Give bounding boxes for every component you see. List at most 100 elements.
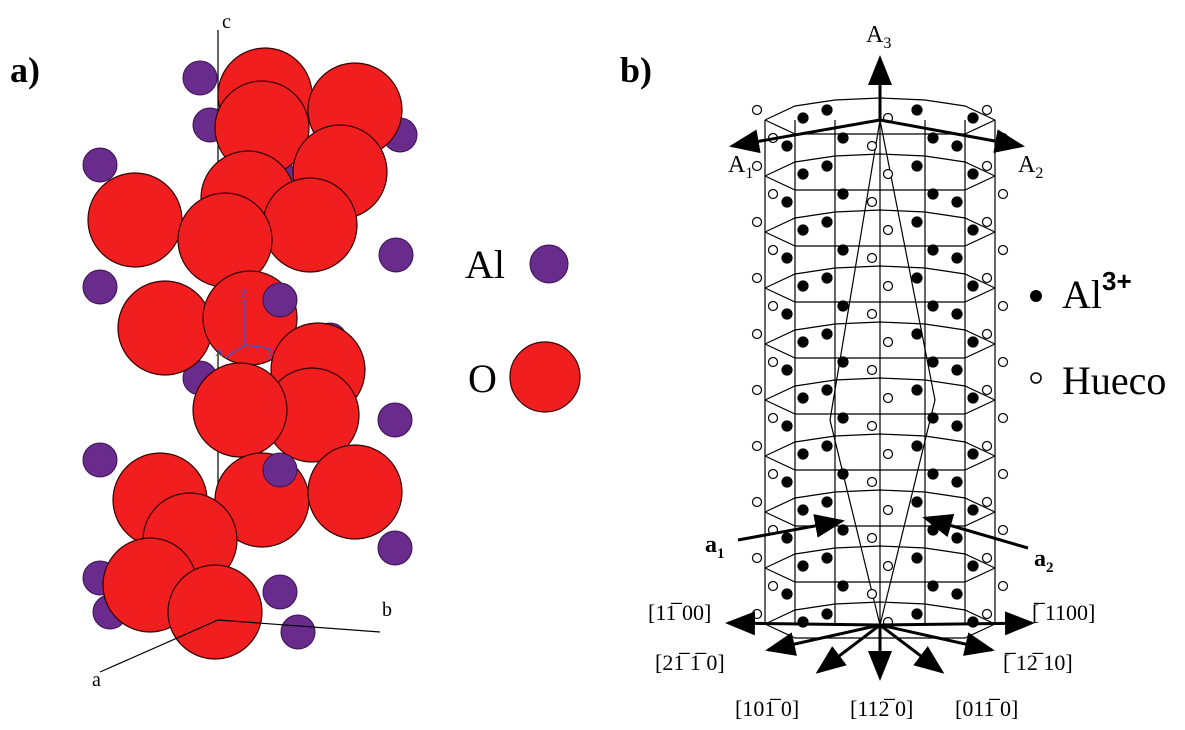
vacancy <box>983 610 992 619</box>
al-ion <box>782 421 792 431</box>
vector-sub: 1 <box>717 546 725 562</box>
vacancy <box>769 190 778 199</box>
vacancy <box>884 562 893 571</box>
vacancy <box>769 414 778 423</box>
al-ion <box>782 365 792 375</box>
vacancy <box>868 310 877 319</box>
axis-label: A1 <box>728 152 753 182</box>
vacancy <box>753 442 762 451</box>
panel-b: b) A3 A1 A2 a1 a2 Al3+ Hueco [11̅ 00] [̅… <box>620 22 1166 721</box>
vector-label: a2 <box>1034 546 1054 576</box>
vacancy <box>884 394 893 403</box>
axis-label: a <box>92 669 101 691</box>
legend-label: Al <box>465 242 505 287</box>
figure: a) c a b z x y Al O b) A3 A1 A2 a1 a2 Al… <box>0 0 1185 725</box>
panel-label: b) <box>620 50 652 90</box>
al-atom <box>263 575 297 609</box>
vector-base: a <box>705 532 717 558</box>
al-ion <box>912 273 922 283</box>
vacancy <box>983 554 992 563</box>
al-ion <box>928 581 938 591</box>
vacancy <box>868 142 877 151</box>
al-ion <box>928 189 938 199</box>
al-atom <box>83 443 117 477</box>
vacancy <box>753 162 762 171</box>
al-ion <box>782 141 792 151</box>
vacancy <box>884 450 893 459</box>
direction-label: [112̅ 0] <box>850 696 913 721</box>
al-ion <box>822 385 832 395</box>
vacancy <box>999 470 1008 479</box>
al-ion <box>782 477 792 487</box>
al-atom <box>378 403 412 437</box>
legend-swatch <box>510 342 580 412</box>
al-ion <box>968 505 978 515</box>
vacancy <box>753 498 762 507</box>
axis-sub: 2 <box>1035 165 1043 182</box>
al-ion <box>798 505 808 515</box>
legend-swatch <box>530 245 568 283</box>
al-ion <box>928 357 938 367</box>
vacancy <box>868 590 877 599</box>
legend-label: O <box>468 356 497 401</box>
vacancy <box>753 218 762 227</box>
al-ion <box>798 337 808 347</box>
vacancy <box>983 274 992 283</box>
al-ion <box>838 301 848 311</box>
al-ion <box>968 561 978 571</box>
vacancy <box>999 302 1008 311</box>
axis-label: x <box>215 340 224 360</box>
axis-label: z <box>240 282 248 302</box>
al-atom <box>83 148 117 182</box>
o-atom <box>168 565 262 659</box>
al-ion <box>798 449 808 459</box>
al-ion <box>912 441 922 451</box>
al-ion <box>822 273 832 283</box>
vacancy <box>983 386 992 395</box>
al-ion <box>838 357 848 367</box>
legend-swatch <box>1031 373 1041 383</box>
legend-sup: 3+ <box>1102 266 1132 296</box>
al-ion <box>798 561 808 571</box>
vacancy <box>769 582 778 591</box>
o-atom <box>193 363 287 457</box>
vector-label: a1 <box>705 532 725 562</box>
al-atom <box>263 453 297 487</box>
vacancy <box>884 506 893 515</box>
vacancy <box>884 282 893 291</box>
vacancy <box>999 414 1008 423</box>
al-ion <box>952 589 962 599</box>
axis-label: A2 <box>1018 152 1043 182</box>
vacancy <box>769 302 778 311</box>
vacancy <box>769 470 778 479</box>
vacancy <box>769 358 778 367</box>
al-ion <box>968 281 978 291</box>
al-ion <box>798 113 808 123</box>
al-ion <box>782 589 792 599</box>
axis-label: b <box>382 599 392 621</box>
vacancy <box>884 338 893 347</box>
al-ion <box>968 337 978 347</box>
al-ion <box>968 617 978 627</box>
vacancy <box>868 422 877 431</box>
al-ion <box>838 581 848 591</box>
al-ion <box>798 169 808 179</box>
vacancy <box>868 198 877 207</box>
al-ion <box>928 301 938 311</box>
vacancy <box>884 170 893 179</box>
vacancy <box>868 254 877 263</box>
al-ion <box>952 141 962 151</box>
al-ion <box>928 469 938 479</box>
al-ion <box>838 469 848 479</box>
al-ion <box>822 329 832 339</box>
o-atom <box>308 445 402 539</box>
al-ion <box>952 477 962 487</box>
al-ion <box>782 197 792 207</box>
al-ion <box>838 525 848 535</box>
al-ion <box>798 281 808 291</box>
o-atom <box>263 178 357 272</box>
al-ion <box>952 421 962 431</box>
al-ion <box>822 441 832 451</box>
vacancy <box>983 218 992 227</box>
al-ion <box>822 497 832 507</box>
